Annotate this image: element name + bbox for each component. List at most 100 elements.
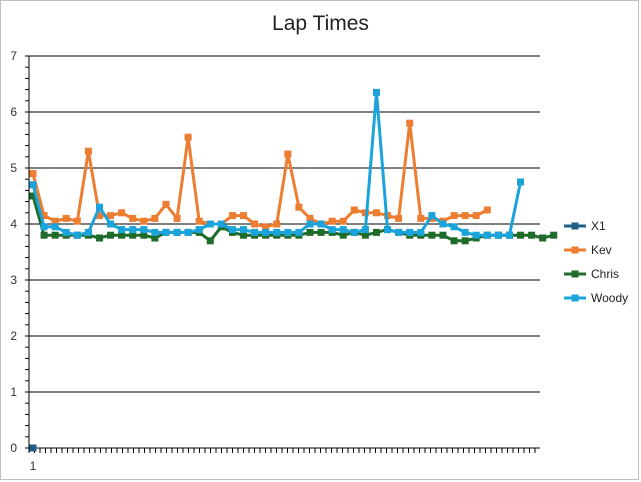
data-point-woody-31 (361, 226, 369, 234)
data-point-chris-39 (450, 237, 458, 245)
data-point-kev-22 (262, 223, 270, 231)
data-point-kev-25 (295, 203, 303, 211)
data-point-kev-26 (306, 214, 314, 222)
data-point-chris-47 (539, 234, 547, 242)
data-point-chris-11 (140, 231, 148, 239)
data-point-woody-34 (395, 228, 403, 236)
data-point-kev-40 (461, 212, 469, 220)
series-line-woody (31, 90, 522, 237)
data-point-woody-36 (417, 228, 425, 236)
legend-marker-kev (571, 246, 579, 254)
data-point-chris-27 (317, 228, 325, 236)
data-point-chris-17 (206, 237, 214, 245)
y-tick-label-3: 3 (10, 273, 17, 287)
data-point-woody-30 (350, 228, 358, 236)
legend: X1 Kev Chris Woody (564, 219, 628, 305)
data-point-woody-14 (173, 228, 181, 236)
data-point-woody-27 (317, 220, 325, 228)
data-point-kev-41 (472, 212, 480, 220)
data-point-kev-34 (395, 214, 403, 222)
data-point-woody-11 (140, 226, 148, 234)
y-tick-label-5: 5 (10, 161, 17, 175)
data-point-woody-16 (195, 226, 203, 234)
legend-marker-x1 (571, 222, 579, 230)
data-point-woody-17 (206, 220, 214, 228)
data-point-kev-3 (51, 217, 59, 225)
data-point-chris-46 (528, 231, 536, 239)
y-tick-label-0: 0 (10, 441, 17, 455)
data-point-woody-13 (162, 228, 170, 236)
data-point-woody-19 (228, 226, 236, 234)
data-point-woody-25 (295, 228, 303, 236)
data-point-woody-35 (406, 228, 414, 236)
data-point-kev-30 (350, 206, 358, 214)
data-point-woody-5 (73, 231, 81, 239)
data-point-kev-19 (228, 212, 236, 220)
data-point-woody-38 (439, 220, 447, 228)
data-point-woody-39 (450, 223, 458, 231)
data-point-kev-24 (284, 150, 292, 158)
data-point-chris-10 (129, 231, 137, 239)
data-point-woody-26 (306, 220, 314, 228)
data-point-kev-42 (483, 206, 491, 214)
data-point-chris-7 (95, 234, 103, 242)
x-tick-label-1: 1 (30, 459, 37, 473)
data-point-woody-33 (384, 226, 392, 234)
data-point-kev-13 (162, 200, 170, 208)
legend-marker-woody (571, 294, 579, 302)
y-tick-label-7: 7 (10, 49, 17, 63)
data-point-woody-3 (51, 223, 59, 231)
data-point-kev-14 (173, 214, 181, 222)
data-point-woody-18 (217, 220, 225, 228)
data-point-woody-45 (517, 178, 525, 186)
data-point-chris-3 (51, 231, 59, 239)
data-point-chris-1 (29, 192, 37, 200)
data-point-kev-10 (129, 214, 137, 222)
data-point-woody-37 (428, 212, 436, 220)
series-lines (29, 88, 558, 452)
y-tick-label-2: 2 (10, 329, 17, 343)
data-point-kev-15 (184, 133, 192, 141)
data-point-woody-4 (62, 228, 70, 236)
data-point-chris-8 (107, 231, 115, 239)
data-point-chris-48 (550, 231, 558, 239)
data-point-chris-20 (240, 231, 248, 239)
data-point-woody-12 (151, 228, 159, 236)
data-point-woody-20 (240, 226, 248, 234)
data-point-woody-6 (84, 228, 92, 236)
data-point-woody-44 (505, 231, 513, 239)
data-point-woody-2 (40, 223, 48, 231)
data-point-kev-8 (107, 212, 115, 220)
data-point-woody-10 (129, 226, 137, 234)
data-point-chris-2 (40, 231, 48, 239)
data-point-woody-43 (494, 231, 502, 239)
data-point-woody-40 (461, 228, 469, 236)
y-tick-label-6: 6 (10, 105, 17, 119)
data-point-woody-28 (328, 226, 336, 234)
data-point-woody-8 (107, 220, 115, 228)
data-point-kev-36 (417, 214, 425, 222)
data-point-kev-4 (62, 214, 70, 222)
data-point-kev-21 (251, 220, 259, 228)
y-tick-label-4: 4 (10, 217, 17, 231)
data-point-woody-32 (372, 88, 380, 96)
data-point-woody-23 (273, 228, 281, 236)
data-point-kev-9 (118, 209, 126, 217)
legend-label-chris: Chris (591, 267, 619, 281)
data-point-x1-1 (29, 444, 37, 452)
data-point-kev-1 (29, 170, 37, 178)
data-point-kev-29 (339, 217, 347, 225)
data-point-kev-12 (151, 214, 159, 222)
data-point-woody-9 (118, 226, 126, 234)
data-point-kev-32 (372, 209, 380, 217)
data-point-kev-5 (73, 217, 81, 225)
data-point-kev-20 (240, 212, 248, 220)
legend-label-kev: Kev (591, 243, 612, 257)
legend-marker-chris (571, 270, 579, 278)
data-point-chris-29 (339, 231, 347, 239)
data-point-chris-38 (439, 231, 447, 239)
data-point-woody-29 (339, 226, 347, 234)
data-point-kev-28 (328, 217, 336, 225)
data-point-woody-15 (184, 228, 192, 236)
